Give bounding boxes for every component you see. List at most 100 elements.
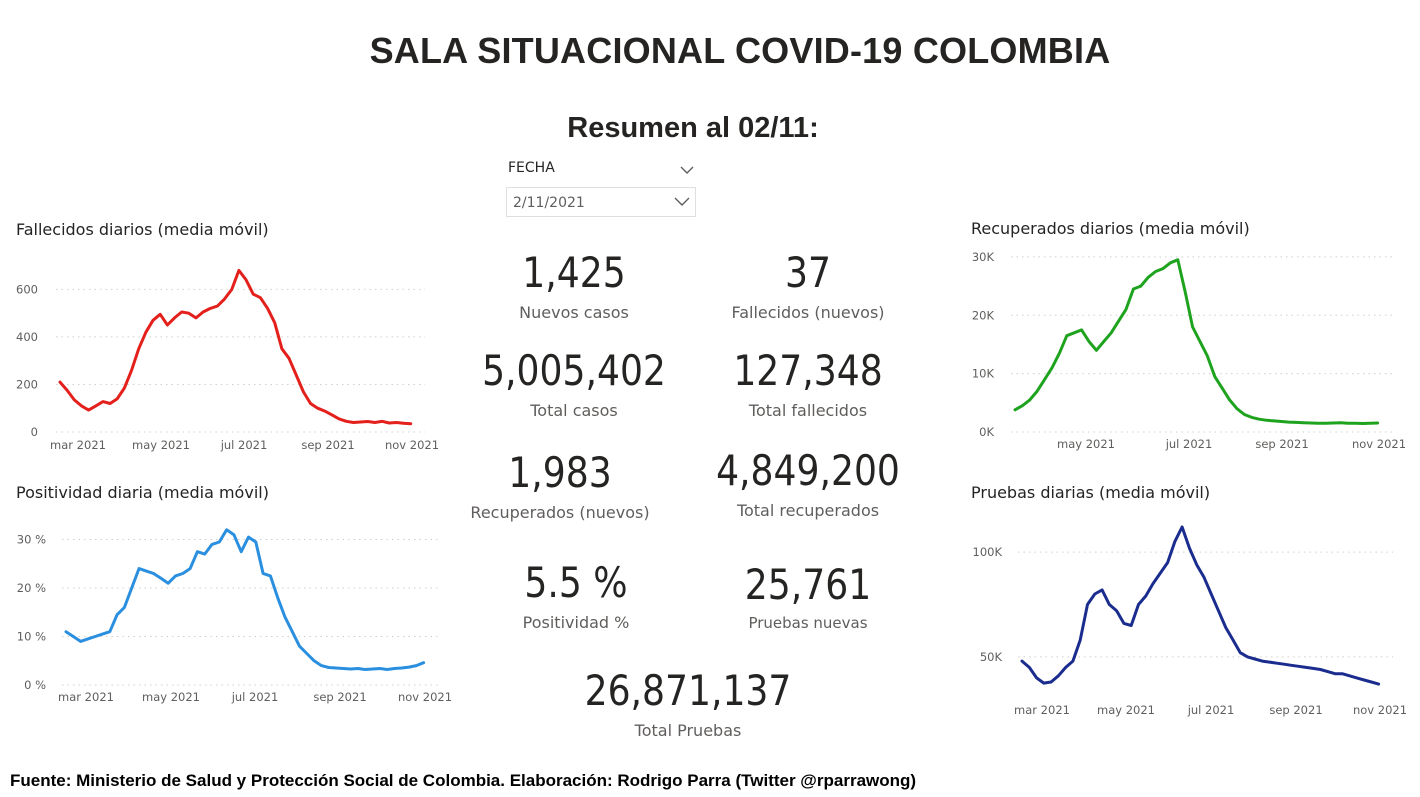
kpi-value: 5.5 %	[524, 558, 628, 607]
data-point	[247, 536, 250, 539]
data-point	[1161, 267, 1164, 270]
y-tick-label: 400	[16, 330, 38, 344]
data-point	[1130, 624, 1133, 627]
kpi-card-total-fallecidos: 127,348 Total fallecidos	[688, 350, 928, 421]
data-point	[1309, 421, 1312, 424]
data-point	[316, 407, 319, 410]
data-point	[415, 664, 418, 667]
data-point	[1028, 398, 1031, 401]
data-point	[80, 404, 83, 407]
date-slicer-label: FECHA	[508, 160, 555, 176]
date-slicer-header[interactable]: FECHA	[508, 160, 698, 180]
data-point	[276, 596, 279, 599]
data-point	[1246, 655, 1249, 658]
data-point	[1173, 540, 1176, 543]
data-point	[1101, 588, 1104, 591]
y-tick-label: 0K	[979, 425, 994, 439]
data-point	[1169, 261, 1172, 264]
data-point	[1258, 418, 1261, 421]
data-point	[1028, 666, 1031, 669]
chevron-down-icon[interactable]	[674, 193, 690, 211]
data-point	[1326, 670, 1329, 673]
data-point	[1302, 421, 1305, 424]
data-point	[123, 387, 126, 390]
data-point	[237, 269, 240, 272]
date-slicer-value: 2/11/2021	[513, 195, 585, 211]
data-point	[1268, 661, 1271, 664]
data-point	[1159, 572, 1162, 575]
kpi-card-positividad: 5.5 % Positividad %	[476, 558, 676, 633]
data-point	[1235, 407, 1238, 410]
data-point	[181, 572, 184, 575]
data-point	[202, 310, 205, 313]
data-point	[1195, 563, 1198, 566]
y-tick-label: 0 %	[24, 678, 46, 692]
chart-title: Recuperados diarios (media móvil)	[971, 219, 1250, 238]
data-point	[130, 369, 133, 372]
kpi-label: Total fallecidos	[748, 401, 868, 420]
data-point	[1210, 593, 1213, 596]
data-point	[1021, 404, 1024, 407]
data-point	[1036, 390, 1039, 393]
data-point	[1021, 660, 1024, 663]
kpi-card-fallecidos-nuevos: 37 Fallecidos (nuevos)	[708, 252, 908, 323]
chart-svg-pruebas: 50K 100K mar 2021 may 2021 jul 2021 sep 2021 n…	[973, 525, 1407, 717]
kpi-card-total-casos: 5,005,402 Total casos	[444, 350, 704, 421]
kpi-label: Total casos	[530, 401, 618, 420]
data-point	[402, 422, 405, 425]
x-tick-label: nov 2021	[1352, 437, 1406, 451]
kpi-value: 4,849,200	[716, 446, 900, 495]
data-point	[1261, 660, 1264, 663]
data-point	[254, 540, 257, 543]
data-point	[266, 307, 269, 310]
data-point	[320, 664, 323, 667]
data-point	[1221, 387, 1224, 390]
data-point	[159, 577, 162, 580]
chart-svg-fallecidos: 0 200 400 600 mar 2021 may 2021 jul 2021 sep 20…	[16, 268, 439, 452]
data-point	[1132, 288, 1135, 291]
data-point	[1202, 576, 1205, 579]
kpi-card-nuevos-casos: 1,425 Nuevos casos	[474, 248, 674, 323]
data-point	[273, 321, 276, 324]
data-point	[1312, 667, 1315, 670]
data-point	[218, 540, 221, 543]
data-point	[1213, 375, 1216, 378]
y-tick-label: 30K	[972, 250, 995, 264]
data-point	[166, 324, 169, 327]
data-point	[1253, 658, 1256, 661]
data-point	[1102, 340, 1105, 343]
data-point	[1280, 420, 1283, 423]
data-point	[378, 667, 381, 670]
data-point	[1297, 665, 1300, 668]
data-point	[1108, 603, 1111, 606]
y-tick-label: 200	[16, 377, 38, 391]
chart-svg-positividad: 0 % 10 % 20 % 30 % mar 2021 may 2021 jul 2021 s…	[17, 528, 452, 704]
data-point	[187, 312, 190, 315]
kpi-card-total-pruebas: 26,871,137 Total Pruebas	[558, 670, 818, 741]
series-line-pruebas	[1020, 525, 1381, 686]
data-point	[1332, 421, 1335, 424]
data-point	[194, 316, 197, 319]
data-point	[116, 397, 119, 400]
data-point	[94, 404, 97, 407]
data-point	[395, 421, 398, 424]
data-point	[1117, 320, 1120, 323]
kpi-card-recuperados-nuevos: 1,983 Recuperados (nuevos)	[450, 452, 670, 523]
data-point	[1339, 421, 1342, 424]
chevron-down-icon[interactable]	[680, 160, 694, 180]
data-point	[291, 630, 294, 633]
x-tick-label: jul 2021	[1187, 703, 1235, 717]
summary-title: Resumen al 02/11:	[567, 112, 819, 144]
data-point	[1122, 622, 1125, 625]
kpi-value: 1,425	[522, 248, 626, 297]
data-point	[230, 288, 233, 291]
data-point	[216, 305, 219, 308]
data-point	[1346, 422, 1349, 425]
data-point	[1166, 561, 1169, 564]
data-point	[1086, 603, 1089, 606]
date-slicer-dropdown[interactable]: 2/11/2021	[506, 187, 696, 217]
y-tick-label: 10K	[972, 367, 995, 381]
data-point	[1147, 276, 1150, 279]
data-point	[116, 613, 119, 616]
data-point	[408, 666, 411, 669]
